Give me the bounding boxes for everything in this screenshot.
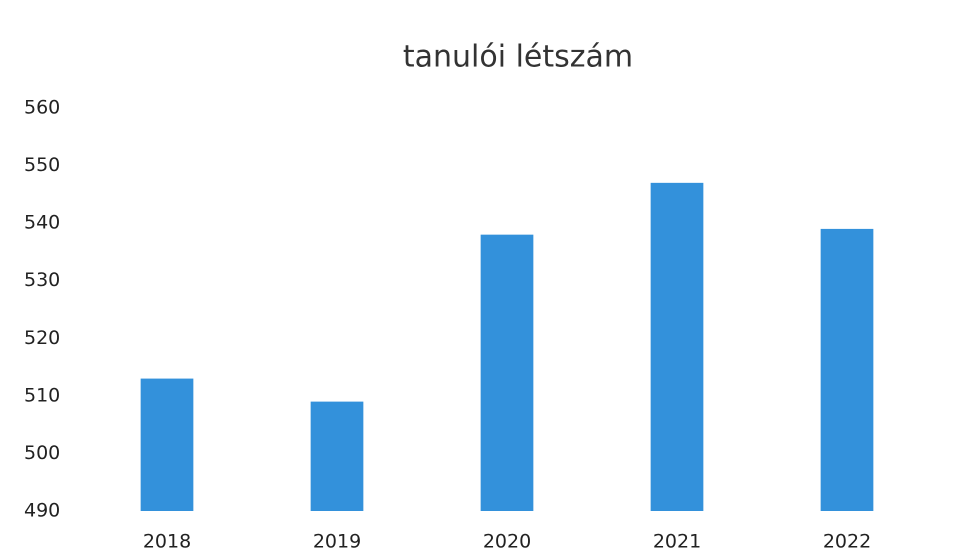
bar <box>310 401 364 511</box>
y-tick-label: 520 <box>24 327 60 349</box>
chart-title: tanulói létszám <box>403 40 633 75</box>
y-tick-label: 530 <box>24 269 60 291</box>
bar <box>480 234 534 511</box>
x-tick-label: 2019 <box>313 531 361 553</box>
bar <box>820 228 874 511</box>
x-tick-label: 2021 <box>653 531 701 553</box>
y-tick-label: 490 <box>24 500 60 522</box>
bar <box>650 182 704 512</box>
x-tick-label: 2020 <box>483 531 531 553</box>
x-tick-label: 2018 <box>143 531 191 553</box>
y-tick-label: 510 <box>24 384 60 406</box>
bar <box>140 378 194 511</box>
y-tick-label: 540 <box>24 212 60 234</box>
y-tick-label: 550 <box>24 154 60 176</box>
y-tick-label: 500 <box>24 442 60 464</box>
y-tick-label: 560 <box>24 97 60 119</box>
x-tick-label: 2022 <box>823 531 871 553</box>
